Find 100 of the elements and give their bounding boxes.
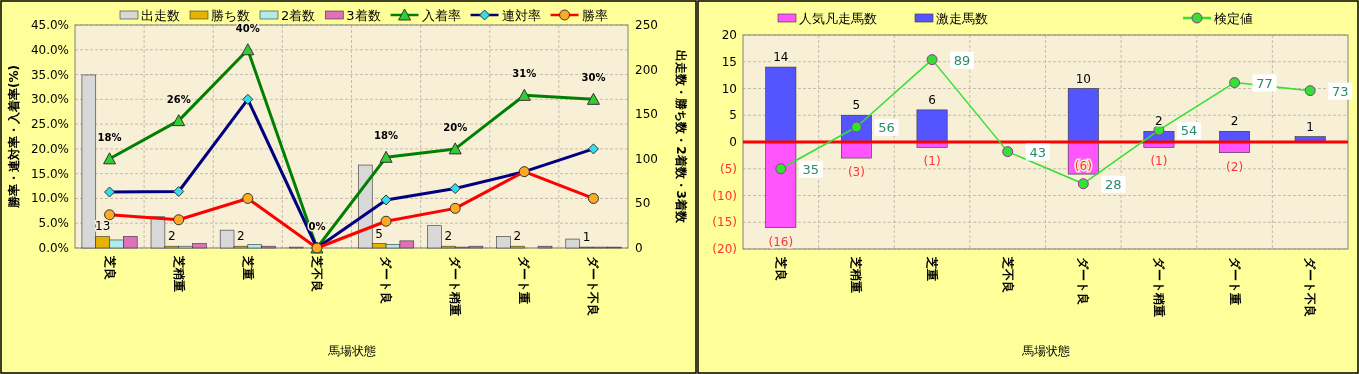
data-label: 18% [97,131,122,143]
annotation: 56 [878,120,895,136]
data-label: 2 [1155,114,1163,129]
y-tick-label: 15.0% [30,166,69,181]
y-tick-label: 40.0% [30,42,69,57]
x-tick-label: 芝良 [102,255,117,280]
data-label: 5 [852,98,861,113]
annotation: 89 [953,52,971,68]
legend-label: 入着率 [421,8,461,23]
y-axis-title: 勝率・連対率・入着率(%) [7,65,21,209]
annotation: 73 [1331,83,1349,99]
point [926,54,938,66]
data-label: (2) [1226,159,1244,174]
data-label: 31% [512,68,537,80]
data-label: 5 [375,226,383,241]
y2-tick-label: 250 [635,18,658,32]
y2-tick-label: 100 [635,151,658,166]
data-label: (3) [847,165,865,180]
data-label: 13 [95,219,111,234]
x-axis-title: 馬場状態 [326,344,376,358]
data-label: (1) [923,154,941,169]
x-tick-label: 芝重 [925,256,940,281]
x-tick-label: 芝稍重 [849,256,864,293]
y2-tick-label: 200 [635,62,658,77]
legend-label: 出走数 [141,8,180,23]
x-tick-label: 芝重 [240,255,255,280]
y-tick-label: 35.0% [30,67,69,82]
data-label: 18% [374,130,399,142]
y-tick-label: 45.0% [30,18,69,32]
y2-axis-title: 出走数・勝ち数・2着数・3着数 [674,50,688,224]
x-tick-label: ダート稍重 [1151,257,1166,317]
y-tick-label: (5) [720,161,737,176]
data-label: 2 [444,229,453,244]
x-tick-label: 芝不良 [309,255,324,292]
data-label: (6) [1074,159,1092,174]
annotation: 28 [1105,176,1122,192]
y2-tick-label: 0 [635,241,643,255]
x-tick-label: ダート稍重 [448,256,463,316]
bar [916,109,948,143]
legend-label: 3着数 [346,8,381,23]
x-tick-label: ダート良 [1076,257,1091,305]
legend-label: 人気凡走馬数 [799,11,877,26]
x-tick-label: 芝良 [773,256,788,281]
legend-label: 勝率 [581,8,608,23]
legend-label: 2着数 [281,8,316,23]
y-tick-label: (20) [712,242,737,256]
bar [1067,88,1099,143]
data-label: 1 [1306,119,1315,134]
data-label: 2 [513,229,522,244]
y2-tick-label: 150 [635,107,658,122]
legend-label: 検定値 [1214,11,1253,26]
point [1304,85,1316,97]
data-label: 2 [1230,114,1239,129]
y-tick-label: 5.0% [38,216,69,231]
x-tick-label: 芝稍重 [171,255,186,292]
x-tick-label: ダート不良 [1303,257,1318,317]
y-tick-label: 30.0% [30,92,69,107]
y-tick-label: 0 [729,135,737,149]
y-tick-label: (15) [712,215,737,230]
point [775,163,787,175]
y2-tick-label: 50 [635,196,651,211]
point [1077,178,1089,190]
y-tick-label: 0.0% [38,241,69,255]
y-tick-label: 20.0% [30,141,69,156]
legend-label: 勝ち数 [211,8,250,23]
annotation: 77 [1256,75,1273,91]
bar [765,66,797,143]
x-tick-label: ダート重 [517,256,532,304]
data-label: 20% [443,121,468,133]
data-label: (16) [768,234,794,249]
annotation: 43 [1029,144,1046,160]
data-label: 14 [773,50,789,65]
bar [765,141,797,228]
data-label: 2 [167,229,176,244]
point [1002,146,1014,158]
x-tick-label: ダート重 [1227,257,1242,305]
y-tick-label: (10) [712,188,737,203]
x-tick-label: ダート不良 [586,256,601,316]
data-label: 1 [582,230,591,245]
point [1229,77,1241,89]
data-label: 30% [581,72,606,84]
y-tick-label: 25.0% [30,117,69,132]
x-axis-title: 馬場状態 [1020,344,1070,358]
data-label: 10 [1075,71,1091,86]
data-label: 40% [235,22,260,34]
y-tick-label: 5 [729,108,737,123]
data-label: 2 [237,229,245,244]
x-tick-label: ダート良 [379,256,394,304]
annotation: 35 [802,161,820,177]
y-tick-label: 15 [721,54,737,69]
y-tick-label: 10.0% [30,191,69,206]
legend-label: 連対率 [501,8,541,23]
data-label: 26% [166,93,191,105]
y-tick-label: 20 [721,28,737,42]
legend-label: 激走馬数 [936,11,988,26]
x-tick-label: 芝不良 [1000,256,1015,293]
y-tick-label: 10 [721,81,737,96]
annotation: 54 [1180,123,1198,139]
data-label: 6 [928,92,936,107]
data-label: (1) [1150,154,1168,169]
